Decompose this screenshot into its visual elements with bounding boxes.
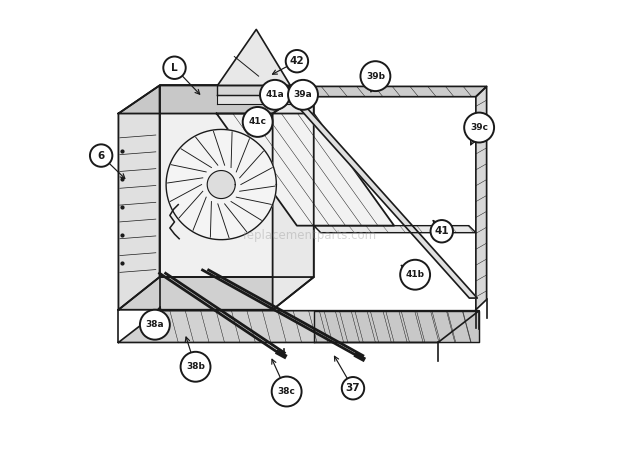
Polygon shape [118,277,314,310]
Circle shape [464,113,494,142]
Polygon shape [314,311,479,343]
Polygon shape [216,114,394,226]
Circle shape [163,56,186,79]
Text: 41b: 41b [405,270,425,279]
Circle shape [286,50,308,72]
Polygon shape [273,86,314,310]
Text: L: L [171,63,178,73]
Circle shape [360,61,391,91]
Polygon shape [289,97,477,298]
Circle shape [140,310,170,340]
Text: 41: 41 [435,226,449,236]
Polygon shape [216,95,314,104]
Polygon shape [216,86,314,95]
Circle shape [400,260,430,290]
Text: 37: 37 [346,383,360,393]
Polygon shape [207,171,235,198]
Text: 39c: 39c [470,123,488,132]
Circle shape [272,376,301,407]
Circle shape [430,220,453,243]
Text: 39b: 39b [366,71,385,81]
Polygon shape [118,311,479,343]
Polygon shape [118,86,314,114]
Polygon shape [218,30,290,86]
Polygon shape [476,86,487,310]
Text: 38c: 38c [278,387,296,396]
Polygon shape [166,129,277,240]
Text: 42: 42 [290,56,304,66]
Text: 38b: 38b [186,362,205,371]
Text: 41c: 41c [249,118,267,126]
Text: 41a: 41a [265,90,285,99]
Polygon shape [314,226,476,233]
Text: replacementparts.com: replacementparts.com [243,228,377,242]
Text: 38a: 38a [146,320,164,329]
Text: 39a: 39a [294,90,312,99]
Polygon shape [273,86,487,97]
Text: 6: 6 [97,150,105,161]
Polygon shape [159,86,314,277]
Circle shape [180,352,210,382]
Circle shape [288,80,318,110]
Circle shape [260,80,290,110]
Circle shape [90,144,112,167]
Circle shape [242,107,273,137]
Polygon shape [118,86,159,310]
Circle shape [342,377,364,399]
